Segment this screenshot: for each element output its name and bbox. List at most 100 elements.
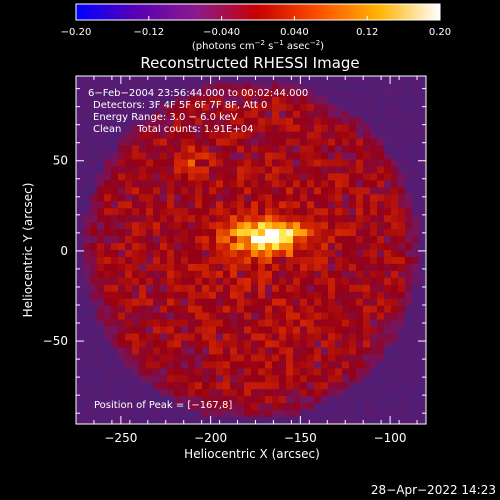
heatmap-pixel xyxy=(146,256,154,265)
heatmap-pixel xyxy=(125,138,133,147)
heatmap-pixel xyxy=(272,340,280,349)
heatmap-pixel xyxy=(244,131,252,140)
heatmap-pixel xyxy=(293,347,301,355)
heatmap-pixel xyxy=(125,319,133,328)
heatmap-pixel xyxy=(195,382,203,390)
heatmap-pixel xyxy=(244,312,252,321)
heatmap-pixel xyxy=(97,117,105,126)
heatmap-pixel xyxy=(370,347,378,355)
heatmap-pixel xyxy=(419,201,426,209)
heatmap-pixel xyxy=(356,403,364,411)
heatmap-pixel xyxy=(153,263,161,272)
heatmap-pixel xyxy=(363,417,371,424)
heatmap-pixel xyxy=(335,340,343,349)
heatmap-pixel xyxy=(125,194,133,202)
heatmap-pixel xyxy=(335,215,343,223)
heatmap-pixel xyxy=(328,298,336,307)
heatmap-pixel xyxy=(258,361,266,369)
heatmap-pixel xyxy=(377,173,385,181)
heatmap-pixel xyxy=(223,256,231,265)
heatmap-pixel xyxy=(279,229,287,237)
heatmap-pixel xyxy=(293,89,301,98)
heatmap-pixel xyxy=(195,236,203,244)
heatmap-pixel xyxy=(153,222,161,230)
heatmap-pixel xyxy=(419,263,426,272)
heatmap-pixel xyxy=(251,375,259,383)
heatmap-pixel xyxy=(174,180,182,188)
heatmap-pixel xyxy=(286,159,294,168)
heatmap-pixel xyxy=(104,243,112,251)
heatmap-pixel xyxy=(104,187,112,195)
heatmap-pixel xyxy=(398,96,406,105)
heatmap-pixel xyxy=(335,76,343,84)
heatmap-pixel xyxy=(195,76,203,84)
heatmap-pixel xyxy=(314,263,322,272)
heatmap-pixel xyxy=(132,222,140,230)
heatmap-pixel xyxy=(244,222,252,230)
heatmap-pixel xyxy=(237,110,245,119)
heatmap-pixel xyxy=(307,76,315,84)
heatmap-pixel xyxy=(370,256,378,265)
heatmap-pixel xyxy=(356,312,364,321)
heatmap-pixel xyxy=(384,222,392,230)
heatmap-pixel xyxy=(202,291,210,300)
heatmap-pixel xyxy=(139,236,147,244)
heatmap-pixel xyxy=(349,152,357,161)
heatmap-pixel xyxy=(139,305,147,314)
heatmap-pixel xyxy=(265,263,273,272)
heatmap-pixel xyxy=(146,263,154,272)
heatmap-pixel xyxy=(279,389,287,397)
heatmap-pixel xyxy=(146,173,154,181)
heatmap-pixel xyxy=(237,201,245,209)
heatmap-pixel xyxy=(419,152,426,161)
heatmap-pixel xyxy=(125,347,133,355)
heatmap-pixel xyxy=(209,256,217,265)
heatmap-pixel xyxy=(83,298,91,307)
heatmap-pixel xyxy=(90,319,98,328)
heatmap-pixel xyxy=(300,187,308,195)
heatmap-pixel xyxy=(342,180,350,188)
heatmap-pixel xyxy=(384,277,392,286)
heatmap-pixel xyxy=(223,103,231,112)
heatmap-pixel xyxy=(90,229,98,237)
heatmap-pixel xyxy=(153,117,161,126)
heatmap-pixel xyxy=(111,131,119,140)
heatmap-pixel xyxy=(125,159,133,168)
heatmap-pixel xyxy=(370,110,378,119)
heatmap-pixel xyxy=(195,361,203,369)
heatmap-pixel xyxy=(251,89,259,98)
heatmap-pixel xyxy=(146,89,154,98)
heatmap-pixel xyxy=(139,110,147,119)
heatmap-pixel xyxy=(286,82,294,91)
heatmap-pixel xyxy=(90,110,98,119)
heatmap-pixel xyxy=(286,333,294,342)
heatmap-pixel xyxy=(307,173,315,181)
heatmap-pixel xyxy=(139,166,147,175)
heatmap-pixel xyxy=(363,138,371,147)
heatmap-pixel xyxy=(230,76,238,84)
heatmap-pixel xyxy=(209,277,217,286)
heatmap-pixel xyxy=(293,194,301,202)
heatmap-pixel xyxy=(321,319,329,328)
heatmap-pixel xyxy=(419,291,426,300)
heatmap-pixel xyxy=(97,236,105,244)
heatmap-pixel xyxy=(286,222,294,230)
heatmap-pixel xyxy=(300,347,308,355)
heatmap-pixel xyxy=(279,117,287,126)
heatmap-pixel xyxy=(83,82,91,91)
heatmap-pixel xyxy=(216,347,224,355)
heatmap-pixel xyxy=(174,319,182,328)
heatmap-pixel xyxy=(237,312,245,321)
heatmap-pixel xyxy=(76,361,84,369)
heatmap-pixel xyxy=(405,222,413,230)
heatmap-pixel xyxy=(384,368,392,376)
heatmap-pixel xyxy=(146,354,154,362)
heatmap-pixel xyxy=(300,166,308,175)
heatmap-pixel xyxy=(314,124,322,133)
heatmap-pixel xyxy=(419,354,426,362)
heatmap-pixel xyxy=(195,222,203,230)
heatmap-pixel xyxy=(307,361,315,369)
heatmap-pixel xyxy=(209,159,217,168)
heatmap-pixel xyxy=(216,103,224,112)
